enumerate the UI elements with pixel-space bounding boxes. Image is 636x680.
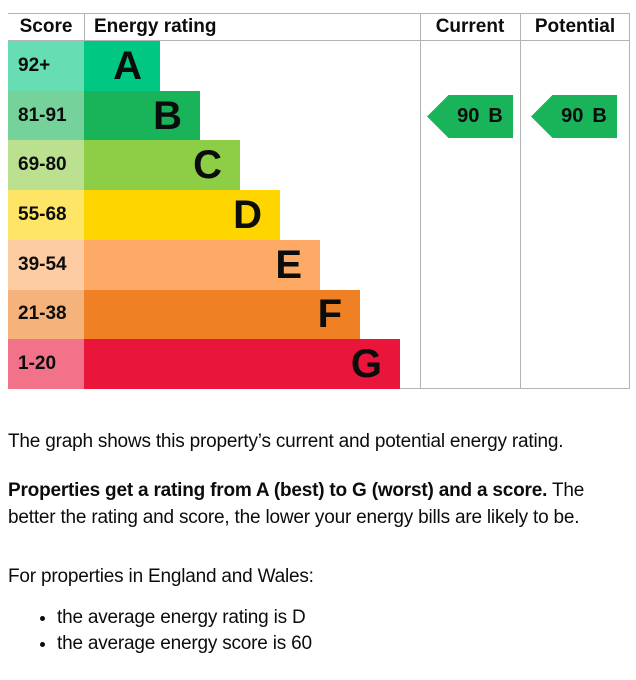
scope-text: For properties in England and Wales: xyxy=(8,566,314,587)
epc-rating-graph: Score Energy rating Current Potential 92… xyxy=(8,13,630,390)
score-range-b: 81-91 xyxy=(8,90,84,141)
divider-potential-left xyxy=(520,14,521,389)
score-range-e: 39-54 xyxy=(8,239,84,290)
epc-header-row: Score Energy rating Current Potential xyxy=(8,14,630,41)
header-score: Score xyxy=(19,16,73,37)
potential-rating-letter: B xyxy=(592,105,607,127)
header-energy-rating: Energy rating xyxy=(94,16,217,37)
rating-explainer-rest: The better the rating and score, the low… xyxy=(8,480,585,528)
score-range-g: 1-20 xyxy=(8,339,84,390)
divider-score-rating xyxy=(84,14,85,41)
current-score-value: 90 xyxy=(457,105,480,127)
current-rating-letter: B xyxy=(488,105,503,127)
divider-right-edge xyxy=(629,14,630,389)
band-row-c: 69-80 C xyxy=(8,140,630,191)
score-range-a: 92+ xyxy=(8,41,84,91)
score-range-d: 55-68 xyxy=(8,190,84,240)
band-row-f: 21-38 F xyxy=(8,289,630,340)
band-row-b: 81-91 B xyxy=(8,90,630,141)
graph-intro-text: The graph shows this property’s current … xyxy=(8,431,564,452)
header-potential: Potential xyxy=(534,16,616,37)
current-rating-arrow: 90 B xyxy=(427,95,513,138)
divider-current-left xyxy=(420,14,421,389)
band-row-d: 55-68 D xyxy=(8,190,630,240)
band-row-a: 92+ A xyxy=(8,41,630,91)
band-row-g: 1-20 G xyxy=(8,339,630,390)
band-bar-c: C xyxy=(84,140,240,191)
band-bar-e: E xyxy=(84,239,320,290)
band-bar-g: G xyxy=(84,339,400,390)
divider-bottom xyxy=(400,388,630,389)
potential-rating-arrow: 90 B xyxy=(531,95,617,138)
description-section: The graph shows this property’s current … xyxy=(8,428,628,657)
score-range-f: 21-38 xyxy=(8,289,84,340)
header-current: Current xyxy=(435,16,505,37)
band-bar-d: D xyxy=(84,190,280,240)
band-bar-a: A xyxy=(84,41,160,91)
score-range-c: 69-80 xyxy=(8,140,84,191)
rating-explainer-bold: Properties get a rating from A (best) to… xyxy=(8,480,548,501)
average-score-item: the average energy score is 60 xyxy=(57,631,628,657)
average-rating-item: the average energy rating is D xyxy=(57,605,628,631)
epc-band-rows: 92+ A 81-91 B 69-80 C 55-68 D 39-54 E 21… xyxy=(8,41,630,390)
rating-explainer-text: Properties get a rating from A (best) to… xyxy=(8,477,628,531)
potential-score-value: 90 xyxy=(561,105,584,127)
band-bar-b: B xyxy=(84,90,200,141)
average-stats-list: the average energy rating is D the avera… xyxy=(8,605,628,657)
band-bar-f: F xyxy=(84,289,360,340)
band-row-e: 39-54 E xyxy=(8,239,630,290)
